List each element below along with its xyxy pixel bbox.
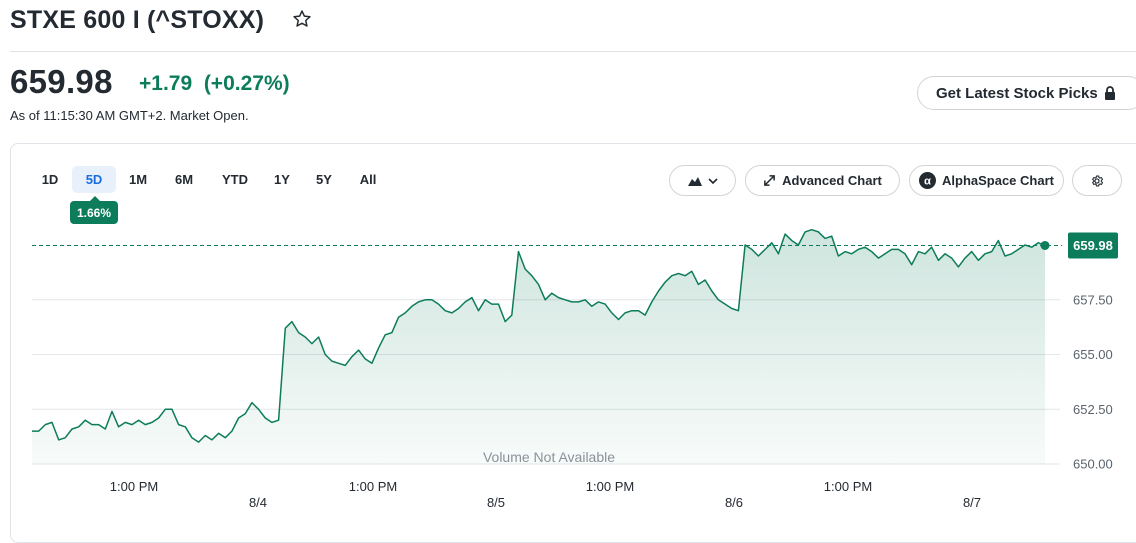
x-tick-label: 1:00 PM bbox=[349, 479, 397, 494]
price-line bbox=[32, 228, 1046, 443]
x-tick-label: 8/6 bbox=[725, 495, 743, 510]
range-change-badge: 1.66% bbox=[70, 196, 118, 224]
range-tab-1y[interactable]: 1Y bbox=[274, 172, 290, 187]
price-chart[interactable]: 659.98 657.50 655.00 652.50 650.00 1:00 PM 8/4… bbox=[0, 0, 1136, 515]
current-price: 659.98 bbox=[10, 63, 113, 100]
current-value-label: 659.98 bbox=[1073, 238, 1113, 253]
price-change-value: +1.79 bbox=[139, 72, 193, 95]
price-change: +1.79 (+0.27%) bbox=[139, 72, 290, 96]
svg-text:α: α bbox=[924, 175, 931, 187]
expand-icon bbox=[764, 175, 776, 186]
x-tick-label: 8/4 bbox=[249, 495, 267, 510]
page-title: STXE 600 I (^STOXX) bbox=[10, 6, 265, 34]
y-tick-label: 655.00 bbox=[1073, 347, 1113, 362]
range-tab-1d[interactable]: 1D bbox=[41, 172, 59, 187]
alphaspace-chart-button[interactable]: α AlphaSpace Chart bbox=[909, 165, 1064, 196]
chevron-down-icon bbox=[707, 177, 718, 184]
range-tab-ytd[interactable]: YTD bbox=[222, 172, 248, 187]
price-area bbox=[32, 229, 1045, 464]
y-tick-label: 650.00 bbox=[1073, 457, 1113, 472]
get-stock-picks-button[interactable]: Get Latest Stock Picks bbox=[917, 76, 1136, 110]
get-stock-picks-label: Get Latest Stock Picks bbox=[936, 84, 1098, 102]
star-icon[interactable] bbox=[292, 9, 312, 29]
range-tab-5d[interactable]: 5D bbox=[72, 166, 116, 193]
x-tick-label: 1:00 PM bbox=[824, 479, 872, 494]
current-price-dot bbox=[1040, 240, 1050, 250]
range-tab-5y[interactable]: 5Y bbox=[316, 172, 332, 187]
volume-note: Volume Not Available bbox=[483, 449, 615, 465]
range-tab-6m[interactable]: 6M bbox=[174, 172, 194, 187]
current-value-tag bbox=[1068, 232, 1118, 259]
gear-icon bbox=[1092, 175, 1104, 186]
y-tick-label: 652.50 bbox=[1073, 402, 1113, 417]
market-status-text: As of 11:15:30 AM GMT+2. Market Open. bbox=[10, 108, 249, 123]
range-tab-all[interactable]: All bbox=[359, 172, 377, 187]
chart-settings-button[interactable] bbox=[1072, 165, 1122, 196]
price-change-percent: (+0.27%) bbox=[203, 72, 290, 95]
chart-type-button[interactable] bbox=[669, 165, 736, 196]
y-tick-label: 657.50 bbox=[1073, 292, 1113, 307]
range-tab-1m[interactable]: 1M bbox=[128, 172, 148, 187]
x-tick-label: 1:00 PM bbox=[586, 479, 634, 494]
mountain-chart-icon bbox=[687, 176, 702, 186]
x-tick-label: 8/5 bbox=[487, 495, 505, 510]
alpha-icon: α bbox=[919, 172, 936, 189]
header-divider bbox=[10, 51, 1136, 52]
lock-icon bbox=[1104, 86, 1115, 100]
advanced-chart-label: Advanced Chart bbox=[782, 173, 882, 188]
x-tick-label: 8/7 bbox=[963, 495, 981, 510]
alphaspace-chart-label: AlphaSpace Chart bbox=[942, 173, 1054, 188]
x-tick-label: 1:00 PM bbox=[110, 479, 158, 494]
advanced-chart-button[interactable]: Advanced Chart bbox=[745, 165, 900, 196]
